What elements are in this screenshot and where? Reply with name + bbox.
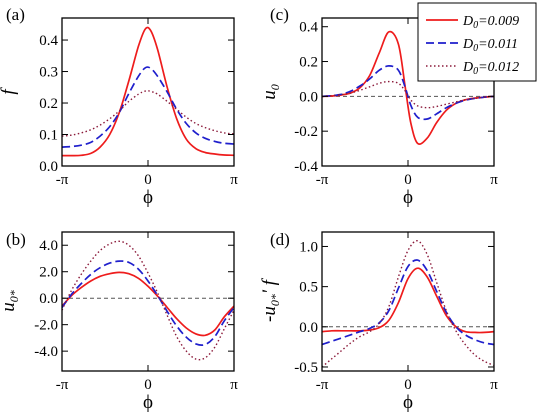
- y-axis-label: u0*: [0, 290, 21, 312]
- y-tick-label: 1.0: [299, 239, 318, 255]
- legend-entry-label: D0=0.009: [462, 14, 519, 31]
- legend: D0=0.009 D0=0.011 D0=0.012: [417, 2, 537, 82]
- plot-frame: [321, 231, 495, 372]
- plot-frame: [61, 231, 235, 372]
- x-tick-label: π: [490, 377, 498, 393]
- series-line-3: [62, 240, 234, 361]
- panel-a: -π 0 π 0.0 0.1 0.2 0.3 0.4 (a) ϕ f: [0, 5, 238, 208]
- x-tick-label: 0: [404, 377, 412, 393]
- y-tick-label: 0.2: [299, 55, 318, 71]
- series-line-3: [322, 80, 494, 109]
- series-line-1: [62, 271, 234, 337]
- y-tick-label: 4.0: [39, 238, 58, 254]
- y-axis-label: -u0*' f: [259, 277, 282, 322]
- y-tick-label: 0.0: [299, 320, 318, 336]
- x-axis-label: ϕ: [403, 187, 413, 208]
- y-tick-label: 0.0: [39, 291, 58, 307]
- y-tick-label: 0.5: [299, 280, 318, 296]
- x-tick-label: 0: [144, 172, 152, 188]
- series-line-3: [62, 90, 234, 137]
- x-tick-label: -π: [56, 172, 69, 188]
- x-axis-label: ϕ: [403, 392, 413, 413]
- y-tick-label: 0.3: [39, 65, 58, 81]
- panel-label: (c): [270, 5, 289, 24]
- panel-label: (a): [6, 5, 25, 24]
- panel-b: -π 0 π -4.0 -2.0 0.0 2.0 4.0 (b) ϕ u0*: [0, 230, 238, 413]
- y-tick-label: 0.0: [39, 159, 58, 175]
- series-line-2: [322, 259, 494, 346]
- x-tick-label: π: [230, 172, 238, 188]
- y-tick-label: -0.2: [294, 124, 318, 140]
- panel-label: (b): [6, 230, 26, 249]
- legend-entry-label: D0=0.011: [462, 37, 518, 54]
- series-line-2: [62, 66, 234, 148]
- y-tick-label: -0.5: [294, 360, 318, 376]
- y-tick-label: 0.0: [299, 89, 318, 105]
- y-tick-label: -0.4: [294, 159, 318, 175]
- y-tick-label: -2.0: [34, 318, 58, 334]
- y-tick-label: 0.1: [39, 128, 58, 144]
- y-axis-label: f: [0, 87, 19, 95]
- series-line-3: [322, 240, 494, 368]
- x-tick-label: -π: [316, 172, 329, 188]
- x-axis-label: ϕ: [143, 392, 153, 413]
- series-line-1: [62, 26, 234, 157]
- series-line-2: [322, 65, 494, 121]
- y-axis-label: u0: [259, 84, 282, 100]
- x-axis-label: ϕ: [143, 187, 153, 208]
- y-tick-label: 0.4: [39, 33, 58, 49]
- y-tick-label: -4.0: [34, 344, 58, 360]
- panel-label: (d): [270, 230, 290, 249]
- y-tick-label: 0.2: [39, 96, 58, 112]
- x-tick-label: -π: [56, 377, 69, 393]
- panel-d: -π 0 π -0.5 0.0 0.5 1.0 (d) ϕ -u0*' f: [259, 230, 498, 413]
- legend-box: [417, 2, 537, 82]
- panel-c: -π 0 π -0.4 -0.2 0.0 0.2 0.4 (c) ϕ u0: [259, 5, 498, 208]
- x-tick-label: 0: [144, 377, 152, 393]
- legend-entry-label: D0=0.012: [462, 60, 519, 77]
- y-tick-label: 0.4: [299, 20, 318, 36]
- y-tick-label: 2.0: [39, 265, 58, 281]
- x-tick-label: -π: [316, 377, 329, 393]
- x-tick-label: π: [490, 172, 498, 188]
- series-line-2: [62, 260, 234, 347]
- series-line-1: [322, 267, 494, 334]
- x-tick-label: 0: [404, 172, 412, 188]
- x-tick-label: π: [230, 377, 238, 393]
